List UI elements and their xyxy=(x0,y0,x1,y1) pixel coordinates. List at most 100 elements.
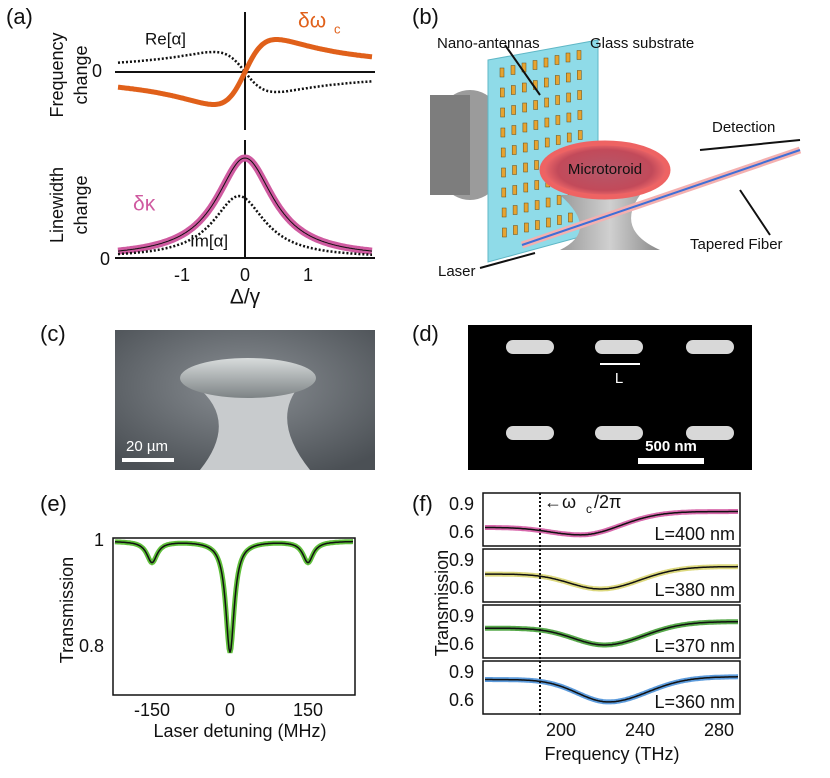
x-axis-label: Frequency (THz) xyxy=(544,744,679,764)
panel-label: (a) xyxy=(6,4,33,29)
x-tick-label: 280 xyxy=(704,720,734,740)
antenna xyxy=(502,227,507,238)
antenna xyxy=(577,130,583,140)
curve xyxy=(485,565,738,590)
x-axis-label: Δ/γ xyxy=(230,286,261,309)
antenna xyxy=(501,187,507,198)
antenna xyxy=(511,145,517,155)
antenna xyxy=(535,220,540,230)
antenna xyxy=(511,105,516,115)
panel-label: (c) xyxy=(40,321,66,346)
plot-frame xyxy=(482,660,741,715)
panel-c: 20 µm (c) xyxy=(40,321,375,470)
antenna xyxy=(512,165,517,175)
curve xyxy=(485,620,738,646)
x-axis-label: Laser detuning (MHz) xyxy=(153,721,326,741)
y-tick-label: 0.9 xyxy=(449,550,474,570)
antenna xyxy=(522,82,527,93)
curve-label: Im[α] xyxy=(190,231,228,250)
panel-d: L 500 nm (d) xyxy=(412,321,752,470)
antenna xyxy=(557,215,562,225)
antenna xyxy=(565,52,571,63)
antenna xyxy=(513,225,518,235)
callout: Tapered Fiber xyxy=(690,236,783,253)
antenna xyxy=(533,140,539,150)
antenna xyxy=(546,217,551,228)
antenna xyxy=(499,67,505,78)
callout: Microtoroid xyxy=(568,161,642,178)
x-tick-label: 0 xyxy=(240,265,250,285)
plot-frame xyxy=(482,492,741,547)
curve-label: c xyxy=(334,21,341,36)
y-tick-label: 1 xyxy=(94,530,104,550)
scale-bar xyxy=(122,458,174,462)
x-tick-label: -150 xyxy=(134,700,170,720)
curve xyxy=(485,510,738,536)
antenna xyxy=(568,212,573,223)
curve-label: δω xyxy=(298,10,326,33)
y-axis-label: Transmission xyxy=(57,557,77,663)
antenna xyxy=(566,92,571,103)
antenna xyxy=(510,65,516,75)
x-tick-label: 200 xyxy=(546,720,576,740)
curve xyxy=(117,37,373,107)
arrow xyxy=(699,139,801,151)
curve-label: δκ xyxy=(133,193,156,216)
antenna xyxy=(555,75,560,85)
scale-bar xyxy=(638,458,704,464)
antenna xyxy=(501,207,507,218)
y-tick-label: 0.6 xyxy=(449,690,474,710)
curve xyxy=(485,676,738,703)
antenna-array xyxy=(499,50,584,238)
antenna xyxy=(545,197,551,208)
antenna xyxy=(522,102,527,113)
antenna xyxy=(544,77,549,88)
lens-body xyxy=(430,95,470,195)
antenna xyxy=(555,135,561,145)
annotation: /2π xyxy=(594,492,621,512)
arrow xyxy=(479,252,536,269)
antenna xyxy=(543,57,549,68)
callout: Laser xyxy=(438,263,476,280)
antenna xyxy=(566,132,572,143)
antenna xyxy=(577,90,582,100)
antenna xyxy=(500,87,505,98)
rod xyxy=(506,340,554,354)
arrow xyxy=(504,44,541,96)
legend: L=360 nm xyxy=(654,692,735,712)
rod xyxy=(506,426,554,440)
antenna xyxy=(555,115,561,125)
x-tick-label: 150 xyxy=(293,700,323,720)
annotation: ←ω xyxy=(544,492,576,512)
antenna xyxy=(524,222,529,233)
y-axis-label: Transmission xyxy=(432,550,452,656)
antenna xyxy=(544,117,550,128)
y-tick-label: 0.9 xyxy=(449,662,474,682)
scale-label: 500 nm xyxy=(645,438,697,455)
y-tick-label: 0.9 xyxy=(449,494,474,514)
antenna xyxy=(500,127,506,138)
x-tick-label: 240 xyxy=(625,720,655,740)
rod xyxy=(686,426,734,440)
curve xyxy=(114,539,353,654)
rod xyxy=(595,340,643,354)
antenna xyxy=(512,205,518,215)
antenna xyxy=(511,85,516,95)
pedestal xyxy=(560,195,660,250)
antenna xyxy=(523,162,528,173)
plot-frame xyxy=(482,548,741,603)
antenna xyxy=(523,182,529,193)
callout: Detection xyxy=(712,119,775,136)
curve-label: Re[α] xyxy=(145,29,186,48)
x-tick-label: 1 xyxy=(303,265,313,285)
antenna xyxy=(501,167,506,178)
antenna xyxy=(533,100,538,110)
y-tick-label: 0.6 xyxy=(449,578,474,598)
panel-label: (b) xyxy=(412,4,439,29)
length-label: L xyxy=(615,370,623,387)
antenna xyxy=(512,185,518,195)
antenna xyxy=(500,147,506,158)
arrow xyxy=(739,189,771,236)
antenna xyxy=(544,137,550,148)
